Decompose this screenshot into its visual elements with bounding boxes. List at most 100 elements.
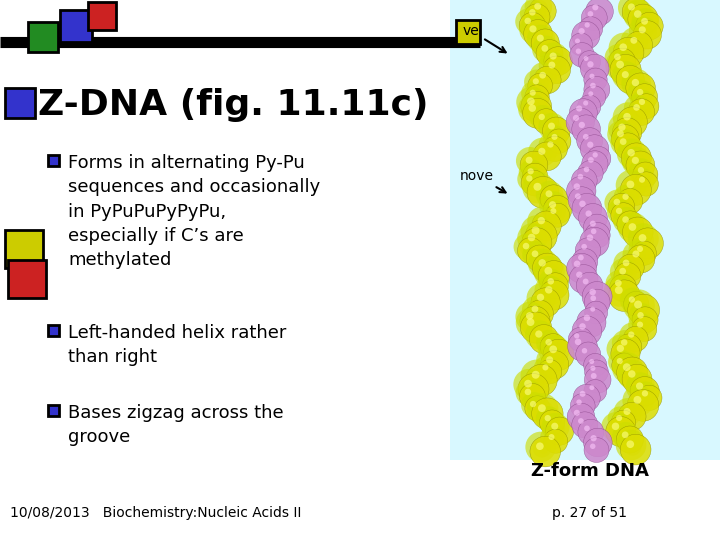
Circle shape — [611, 410, 636, 435]
Circle shape — [616, 358, 623, 364]
Circle shape — [537, 35, 544, 42]
Circle shape — [527, 382, 536, 392]
Circle shape — [528, 104, 536, 112]
Circle shape — [548, 206, 562, 220]
Circle shape — [581, 5, 607, 31]
Circle shape — [576, 272, 582, 278]
Circle shape — [626, 441, 634, 448]
Circle shape — [630, 90, 655, 115]
Circle shape — [623, 363, 631, 371]
Circle shape — [611, 125, 639, 152]
Circle shape — [584, 289, 610, 315]
Circle shape — [619, 347, 628, 356]
Circle shape — [579, 323, 586, 330]
Circle shape — [631, 157, 639, 164]
Circle shape — [552, 423, 558, 430]
Circle shape — [549, 434, 554, 440]
Circle shape — [540, 334, 567, 360]
Text: 10/08/2013   Biochemistry:Nucleic Acids II: 10/08/2013 Biochemistry:Nucleic Acids II — [10, 506, 302, 520]
Circle shape — [519, 12, 546, 39]
Circle shape — [624, 146, 642, 164]
Circle shape — [534, 308, 542, 316]
Circle shape — [523, 19, 552, 49]
Circle shape — [636, 399, 646, 408]
Circle shape — [628, 4, 658, 35]
Circle shape — [546, 431, 560, 446]
Circle shape — [621, 126, 630, 135]
Circle shape — [613, 398, 642, 426]
Circle shape — [516, 147, 544, 174]
Circle shape — [634, 86, 649, 102]
Circle shape — [545, 286, 552, 294]
Circle shape — [546, 50, 564, 66]
Circle shape — [616, 334, 642, 360]
Circle shape — [617, 136, 633, 152]
Circle shape — [525, 245, 533, 253]
Circle shape — [526, 102, 544, 119]
Circle shape — [639, 385, 647, 394]
Circle shape — [575, 339, 581, 345]
Circle shape — [552, 134, 557, 140]
Circle shape — [525, 320, 554, 349]
Circle shape — [617, 211, 644, 238]
Circle shape — [637, 246, 643, 252]
Circle shape — [570, 394, 595, 418]
Circle shape — [604, 190, 631, 216]
Circle shape — [626, 245, 655, 273]
Circle shape — [526, 300, 554, 327]
Circle shape — [542, 283, 560, 301]
Circle shape — [608, 407, 632, 431]
Circle shape — [582, 281, 612, 312]
Circle shape — [539, 280, 569, 310]
Circle shape — [639, 26, 646, 33]
Circle shape — [570, 99, 598, 126]
Circle shape — [525, 231, 543, 248]
Circle shape — [527, 25, 555, 53]
Circle shape — [539, 335, 570, 366]
Circle shape — [535, 145, 552, 162]
Circle shape — [628, 99, 654, 125]
Circle shape — [537, 294, 544, 301]
Circle shape — [534, 109, 559, 134]
Circle shape — [612, 277, 629, 293]
Circle shape — [524, 70, 549, 94]
Circle shape — [521, 376, 539, 395]
Circle shape — [519, 15, 548, 44]
Circle shape — [631, 226, 641, 235]
Circle shape — [628, 3, 635, 10]
Circle shape — [622, 431, 629, 438]
Circle shape — [618, 336, 634, 352]
Circle shape — [622, 71, 629, 78]
Circle shape — [584, 56, 588, 61]
Circle shape — [632, 241, 657, 265]
Circle shape — [531, 226, 539, 234]
Circle shape — [525, 389, 531, 395]
Circle shape — [539, 43, 568, 71]
Circle shape — [578, 419, 604, 445]
Circle shape — [524, 4, 550, 30]
Circle shape — [530, 179, 549, 199]
Circle shape — [615, 286, 623, 294]
Text: Z-form DNA: Z-form DNA — [531, 462, 649, 480]
Circle shape — [577, 127, 603, 154]
Circle shape — [641, 101, 649, 109]
Circle shape — [582, 151, 608, 177]
Circle shape — [527, 207, 557, 236]
Circle shape — [574, 261, 580, 267]
Circle shape — [528, 178, 536, 185]
Circle shape — [622, 216, 629, 223]
Circle shape — [531, 306, 539, 313]
Circle shape — [546, 356, 553, 363]
Circle shape — [619, 64, 629, 73]
Circle shape — [611, 339, 640, 368]
Circle shape — [629, 184, 639, 193]
Circle shape — [639, 248, 647, 255]
Circle shape — [612, 353, 636, 377]
Circle shape — [608, 32, 639, 63]
Circle shape — [544, 195, 572, 224]
Circle shape — [530, 401, 536, 407]
Circle shape — [612, 422, 639, 449]
Circle shape — [544, 48, 552, 56]
Circle shape — [619, 268, 626, 274]
Circle shape — [624, 0, 654, 30]
